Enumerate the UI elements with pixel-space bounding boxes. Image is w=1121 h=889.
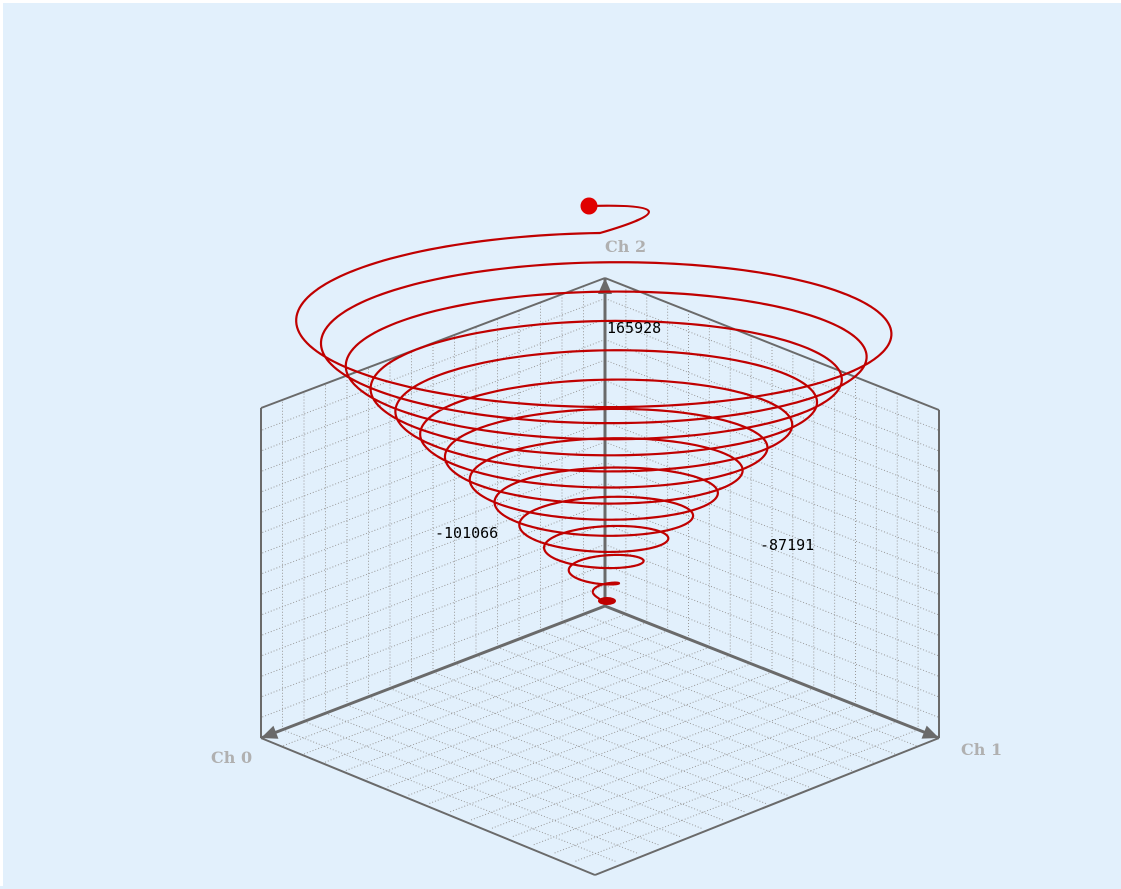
floor-gridline [368, 696, 703, 830]
floor-gridline [344, 638, 689, 772]
floor-gridline [365, 646, 710, 780]
labels: Ch 0 Ch 1 Ch 2 -101066 -87191 165928 [211, 237, 1002, 767]
right-wall-top-edge [604, 277, 940, 411]
axis-name-ch0: Ch 0 [211, 748, 252, 767]
series-start-marker [598, 597, 616, 605]
floor-gridline [432, 671, 768, 805]
floor-gridline [553, 721, 898, 854]
value-label-ch1: -87191 [760, 536, 814, 554]
3d-line-chart: Ch 0 Ch 1 Ch 2 -101066 -87191 165928 [211, 197, 1002, 876]
series-end-marker [580, 197, 598, 215]
series-layer [295, 197, 893, 605]
axes [260, 278, 940, 740]
floor-gridline [406, 663, 752, 797]
floor-gridline [325, 712, 660, 846]
floor-gridline [386, 655, 731, 788]
axis-ch0-arrow [261, 725, 279, 739]
axis-ch1-arrow [921, 725, 939, 739]
series-line [295, 204, 893, 602]
floor-gridline [302, 622, 647, 755]
floor-gridline [518, 638, 854, 772]
grid-layer [260, 286, 940, 863]
axis-ch1-line [604, 604, 940, 740]
floor-gridline [303, 721, 639, 854]
floor-gridline [281, 613, 627, 747]
floor-gridline [469, 688, 814, 821]
floor-gridline [583, 613, 918, 747]
value-label-ch2: 165928 [607, 319, 661, 337]
floor-gridline [427, 671, 773, 805]
floor-gridline [323, 630, 668, 764]
axis-ch2-arrow [598, 278, 612, 294]
floor-front-right-edge [594, 737, 940, 876]
floor-gridline [497, 646, 832, 780]
floor-gridline [389, 688, 725, 821]
value-label-ch0: -101066 [435, 524, 498, 542]
floor-gridline [448, 679, 794, 813]
axis-name-ch1: Ch 1 [961, 740, 1002, 759]
axis-ch0-line [260, 604, 606, 740]
axis-name-ch2: Ch 2 [605, 237, 646, 256]
floor-gridline [511, 704, 856, 838]
floor-front-left-edge [260, 737, 596, 876]
floor-gridline [561, 622, 897, 755]
floor-gridline [454, 663, 789, 797]
